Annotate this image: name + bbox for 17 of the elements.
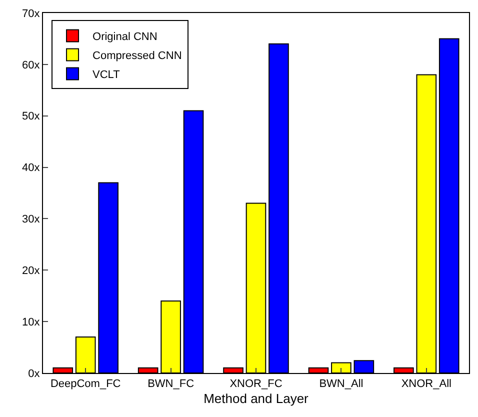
x-tick-label: XNOR_All [401,378,452,390]
y-tick-label: 50x [22,110,40,123]
y-tick-label: 70x [22,8,40,20]
y-tick-label: 10x [22,316,40,328]
x-tick-label: DeepCom_FC [50,378,121,390]
x-tick-label: XNOR_FC [230,378,282,390]
y-tick-label: 40x [22,162,40,174]
legend-label: Compressed CNN [92,50,182,62]
y-tick-label: 0x [28,368,40,380]
legend-label: Original CNN [92,30,158,43]
y-tick-label: 30x [22,214,40,226]
x-axis-title: Method and Layer [204,390,310,406]
y-tick-label: 20x [22,264,40,277]
legend-label: VCLT [92,68,120,81]
x-tick-label: BWN_All [319,378,364,390]
y-tick-label: 60x [22,59,40,72]
x-tick-label: BWN_FC [148,378,194,390]
